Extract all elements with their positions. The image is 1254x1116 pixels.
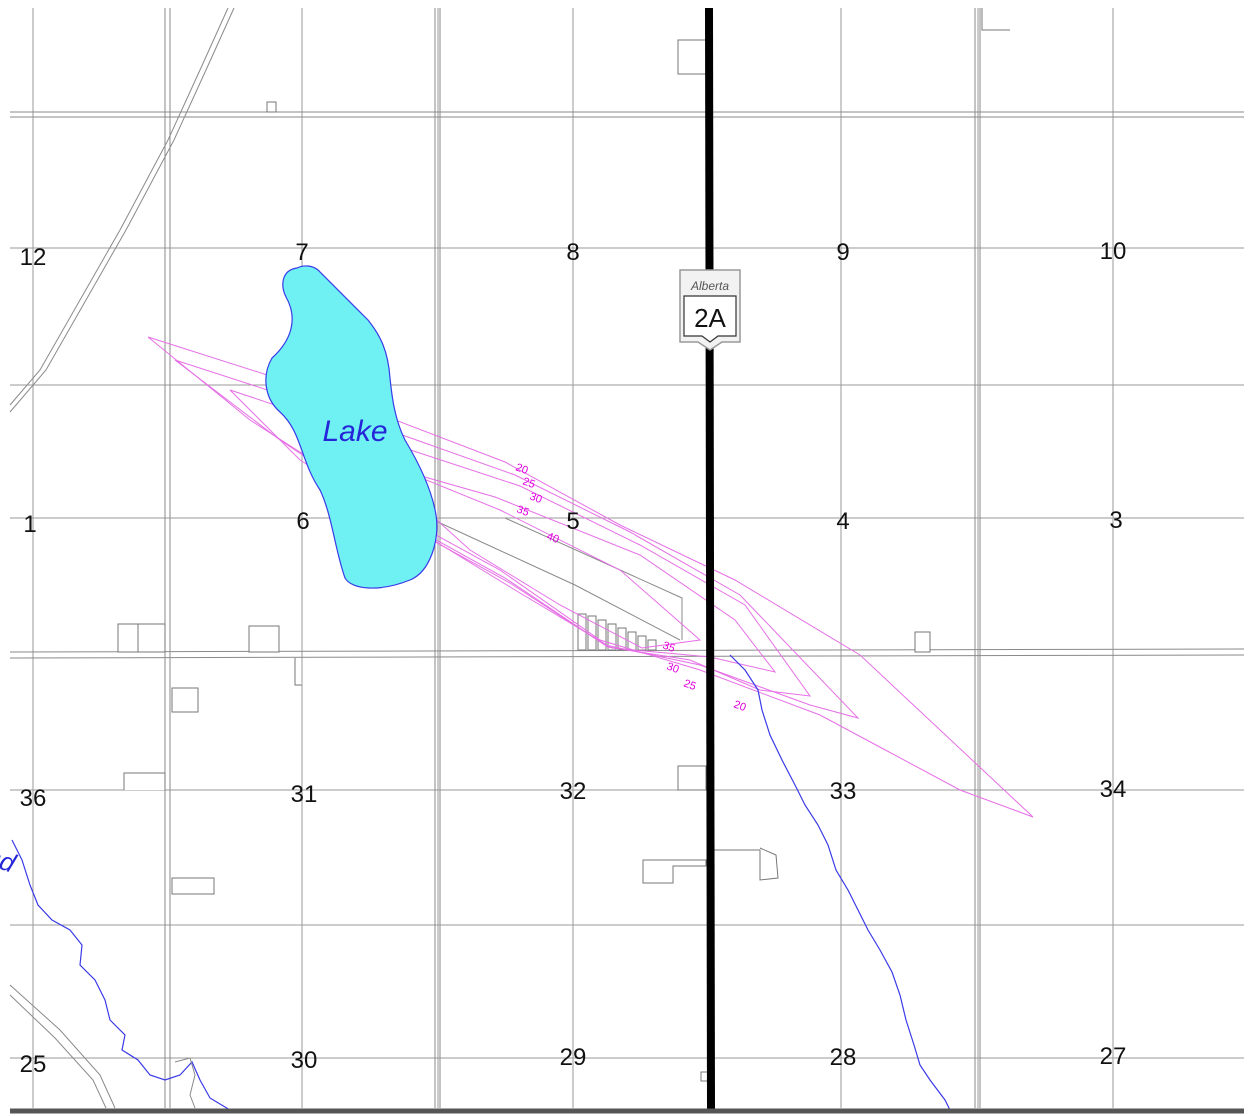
- section-10: 10: [1100, 238, 1127, 265]
- section-32: 32: [560, 778, 587, 805]
- contour-labels: 20 25 30 35 40 35 30 25 20: [514, 462, 748, 714]
- section-31: 31: [291, 781, 318, 808]
- highway-shield: Alberta 2A: [679, 269, 741, 351]
- diagonal-road: [9, 7, 235, 1109]
- contour-label-35-north: 35: [515, 504, 531, 519]
- section-grid: [10, 8, 1244, 1108]
- section-36: 36: [20, 785, 47, 812]
- section-28: 28: [830, 1044, 857, 1071]
- section-33: 33: [830, 778, 857, 805]
- range-roads: [9, 8, 1245, 1108]
- shield-route: 2A: [694, 303, 726, 333]
- section-12: 12: [20, 244, 47, 271]
- section-7: 7: [295, 239, 308, 266]
- section-29: 29: [560, 1044, 587, 1071]
- highway-2a: [705, 7, 715, 1111]
- section-30: 30: [291, 1047, 318, 1074]
- section-8: 8: [566, 239, 579, 266]
- hamlet-lots: [437, 517, 683, 651]
- section-1: 1: [23, 511, 36, 538]
- buildings: [117, 8, 1010, 1082]
- lake: [265, 265, 438, 589]
- section-6: 6: [296, 508, 309, 535]
- noise-contours: [147, 336, 1034, 818]
- contour-label-20-north: 20: [514, 462, 530, 477]
- section-numbers: 12 7 8 9 10 1 6 5 4 3 36 31 32 33 34 25 …: [20, 238, 1127, 1078]
- contour-label-20-south: 20: [732, 699, 748, 714]
- shield-province: Alberta: [690, 279, 729, 293]
- rivers: [11, 654, 951, 1111]
- section-34: 34: [1100, 776, 1127, 803]
- section-5: 5: [566, 508, 579, 535]
- contour-label-30-north: 30: [528, 491, 544, 506]
- contour-label-30-south: 30: [665, 661, 681, 676]
- section-27: 27: [1100, 1043, 1127, 1070]
- section-9: 9: [836, 239, 849, 266]
- section-3: 3: [1109, 507, 1122, 534]
- contour-label-25-north: 25: [521, 476, 537, 491]
- section-25: 25: [20, 1051, 47, 1078]
- lake-label: Lake: [322, 415, 387, 448]
- contour-label-25-south: 25: [682, 678, 698, 693]
- section-4: 4: [836, 508, 849, 535]
- contour-label-40-north: 40: [545, 531, 561, 546]
- contour-label-35-south: 35: [661, 640, 677, 655]
